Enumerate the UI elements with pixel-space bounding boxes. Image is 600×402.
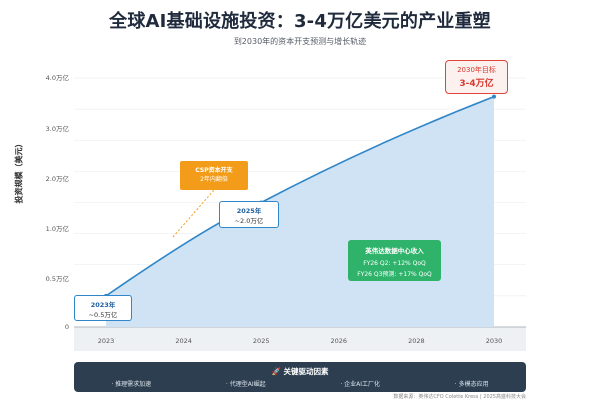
key-drivers-title: 🚀 关键驱动因素 bbox=[74, 366, 526, 377]
csp-capex-title: CSP资本开支 bbox=[195, 167, 233, 174]
callout-2025: 2025年 ~2.0万亿 bbox=[219, 201, 279, 228]
x-tick-label: 2030 bbox=[486, 337, 503, 345]
callout-2025-year: 2025年 bbox=[236, 207, 262, 215]
key-drivers-heading: 关键驱动因素 bbox=[283, 367, 329, 376]
driver-item: · 推理需求加速 bbox=[111, 381, 152, 388]
data-point bbox=[492, 94, 496, 99]
x-tick-label: 2026 bbox=[331, 337, 348, 345]
y-tick-label: 2.0万亿 bbox=[46, 174, 70, 183]
y-tick-label: 4.0万亿 bbox=[46, 73, 70, 82]
callout-2023-value: ~0.5万亿 bbox=[88, 311, 118, 319]
y-tick-label: 0 bbox=[65, 323, 69, 331]
csp-capex-value: 2年内翻倍 bbox=[200, 176, 228, 183]
callout-2023: 2023年 ~0.5万亿 bbox=[74, 295, 132, 321]
series-line bbox=[105, 95, 495, 297]
y-tick-label: 1.0万亿 bbox=[46, 224, 70, 233]
chart-title: 全球AI基础设施投资：3-4万亿美元的产业重塑 bbox=[109, 11, 491, 32]
csp-capex-callout: CSP资本开支 2年内翻倍 bbox=[180, 161, 248, 190]
driver-item: · 多模态应用 bbox=[454, 381, 489, 388]
key-drivers-panel: 🚀 关键驱动因素 · 推理需求加速 · 代理型AI崛起 · 企业AI工厂化 · … bbox=[74, 362, 526, 392]
x-axis-band bbox=[74, 327, 526, 351]
x-tick-layer: 2023 2024 2025 2026 2028 2030 bbox=[74, 326, 526, 351]
nvidia-revenue-q2: FY26 Q2: +12% QoQ bbox=[363, 260, 426, 267]
driver-item: · 代理型AI崛起 bbox=[225, 381, 266, 388]
x-tick-label: 2023 bbox=[98, 337, 115, 345]
target-2030-title: 2030年目标 bbox=[457, 66, 496, 74]
x-tick-label: 2024 bbox=[175, 337, 192, 345]
driver-item: · 企业AI工厂化 bbox=[340, 381, 381, 388]
callout-2023-year: 2023年 bbox=[90, 301, 116, 309]
y-tick-label: 0.5万亿 bbox=[46, 274, 70, 283]
callout-2025-value: ~2.0万亿 bbox=[234, 217, 264, 225]
target-2030-value: 3-4万亿 bbox=[459, 79, 494, 89]
x-tick-label: 2028 bbox=[408, 337, 425, 345]
nvidia-revenue-callout: 英伟达数据中心收入 FY26 Q2: +12% QoQ FY26 Q3预测: +… bbox=[348, 240, 441, 281]
chart-subtitle: 到2030年的资本开支预测与增长轨迹 bbox=[233, 37, 367, 46]
y-tick-label: 3.0万亿 bbox=[46, 124, 70, 133]
area-layer bbox=[105, 95, 495, 327]
x-tick-label: 2025 bbox=[253, 337, 270, 345]
target-2030-callout: 2030年目标 3-4万亿 bbox=[445, 60, 508, 94]
nvidia-revenue-q3: FY26 Q3预测: +17% QoQ bbox=[357, 271, 432, 278]
nvidia-revenue-title: 英伟达数据中心收入 bbox=[365, 247, 424, 255]
area-fill bbox=[106, 96, 494, 327]
key-drivers-list: · 推理需求加速 · 代理型AI崛起 · 企业AI工厂化 · 多模态应用 bbox=[74, 379, 526, 388]
rocket-icon: 🚀 bbox=[271, 367, 281, 376]
source-note: 数据来源：英伟达CFO Colette Kress | 2025高盛科技大会 bbox=[393, 394, 526, 400]
